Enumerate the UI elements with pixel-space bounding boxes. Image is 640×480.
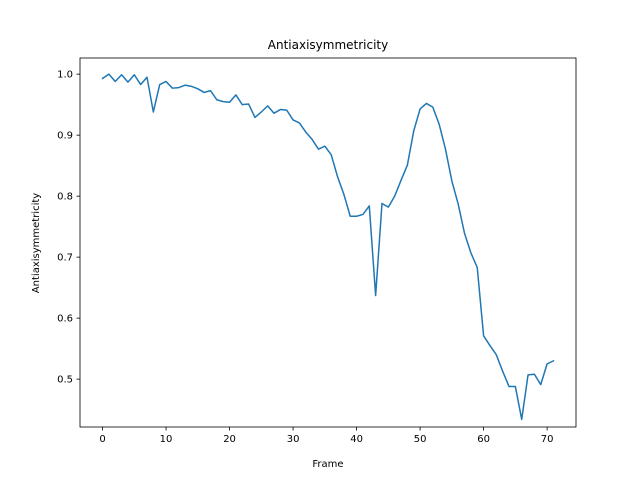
chart-title: Antiaxisymmetricity	[268, 38, 388, 52]
axes-frame	[79, 57, 577, 428]
x-tick-label: 60	[477, 434, 490, 445]
x-tick-label: 30	[287, 434, 300, 445]
y-tick-label: 0.6	[57, 314, 73, 325]
x-tick-label: 0	[99, 434, 105, 445]
y-tick-label: 0.8	[57, 192, 73, 203]
x-tick-label: 20	[223, 434, 236, 445]
x-tick-label: 70	[541, 434, 554, 445]
x-tick-label: 50	[414, 434, 427, 445]
x-tick-label: 40	[350, 434, 363, 445]
y-tick-label: 0.5	[57, 375, 73, 386]
y-tick-label: 0.9	[57, 131, 73, 142]
x-axis-label: Frame	[312, 459, 343, 470]
series-line-0	[101, 73, 555, 421]
y-tick-label: 0.7	[57, 253, 73, 264]
plot-area: 0 10 20 30 40 50 60 70 0.5 0.6 0.7 0.8 0.9 1.0	[57, 57, 577, 445]
y-tick-label: 1.0	[57, 70, 73, 81]
x-tick-label: 10	[160, 434, 173, 445]
y-axis-label: Antiaxisymmetricity	[31, 193, 42, 293]
